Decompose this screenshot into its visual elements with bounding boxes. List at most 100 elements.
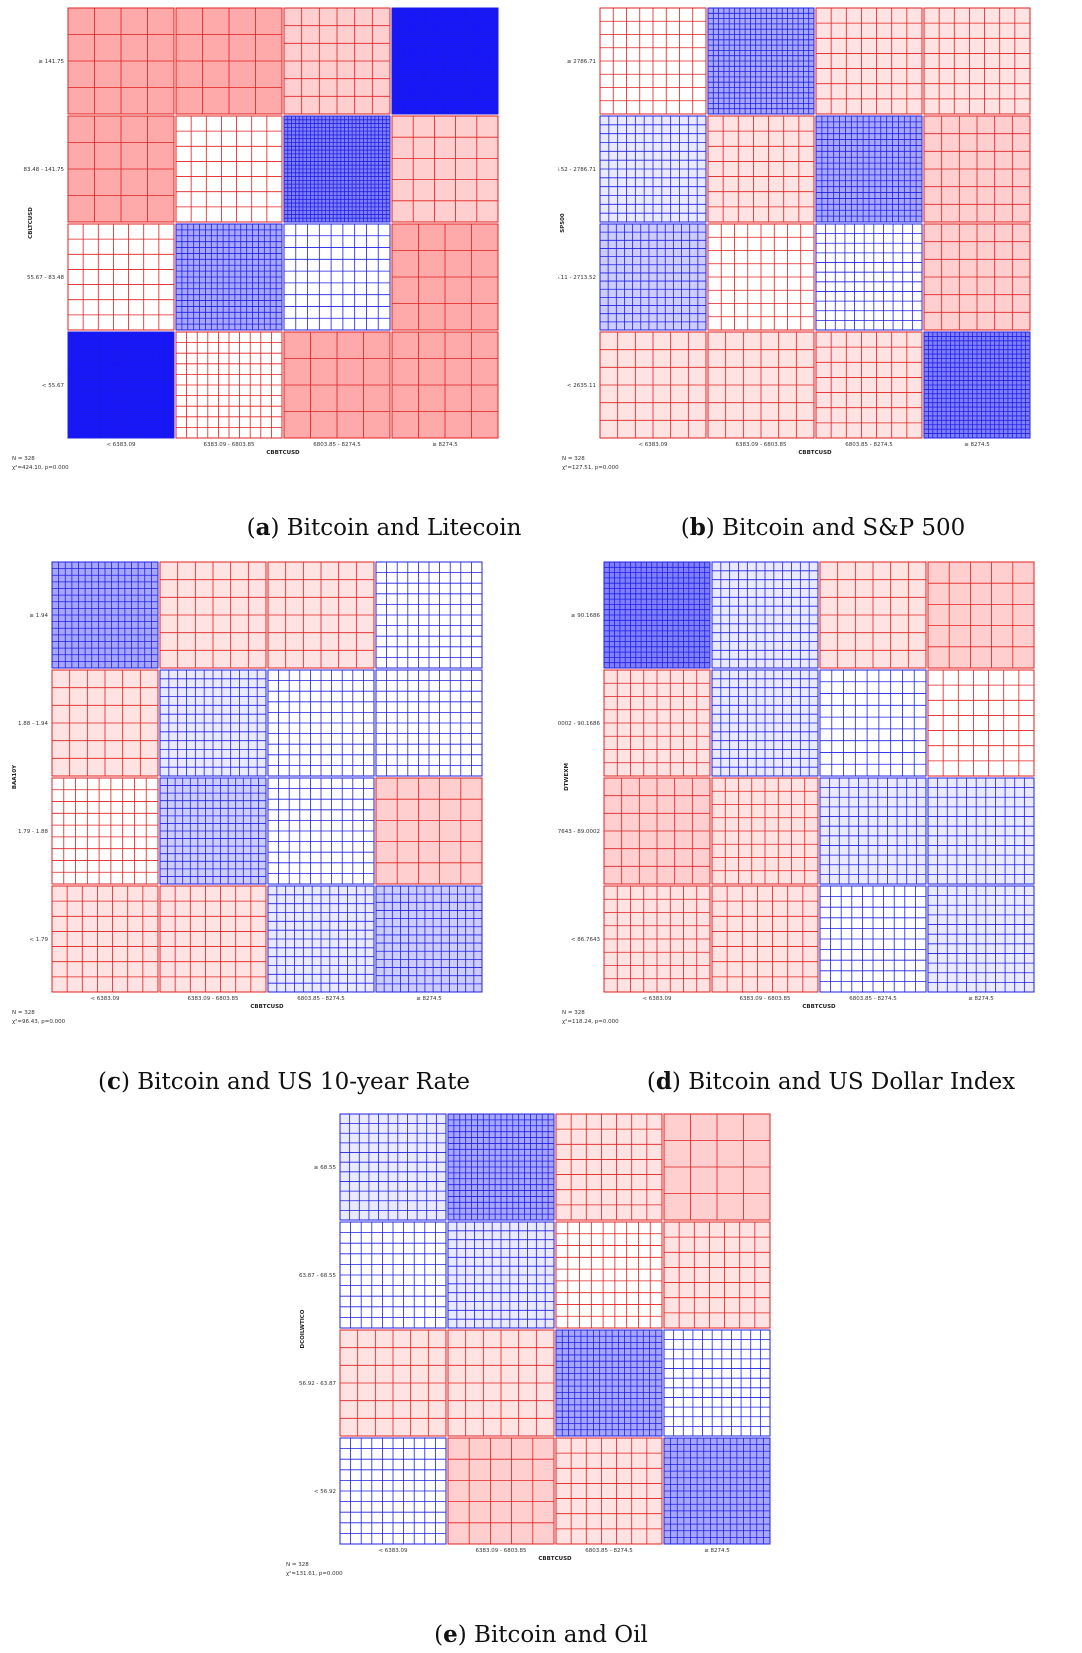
mosaic-cell xyxy=(663,1221,771,1329)
y-tick-label: 55.67 - 83.48 xyxy=(27,275,64,281)
mosaic-cell xyxy=(927,777,1035,885)
mosaic-cell-grid xyxy=(924,332,1030,438)
x-tick-label: 6383.09 - 6803.85 xyxy=(740,996,791,1002)
mosaic-cell-grid xyxy=(160,562,266,668)
sample-size-text: N = 328 xyxy=(12,1010,35,1016)
mosaic-cell-grid xyxy=(816,332,922,438)
mosaic-cell-grid xyxy=(556,1222,662,1328)
mosaic-cell-grid xyxy=(52,778,158,884)
caption-letter: b xyxy=(689,514,706,541)
mosaic-cell xyxy=(447,1221,555,1329)
mosaic-cell-grid xyxy=(816,8,922,114)
mosaic-cell-grid xyxy=(448,1222,554,1328)
mosaic-cell xyxy=(67,115,175,223)
mosaic-panel-d: ≥ 90.1686 89.0002 - 90.1686 86.7643 - 89.0… xyxy=(558,556,1082,1056)
mosaic-cell-grid xyxy=(928,562,1034,668)
mosaic-cell xyxy=(375,885,483,993)
mosaic-cell-rect xyxy=(927,561,1035,669)
mosaic-cell-grid xyxy=(600,116,706,222)
mosaic-cell xyxy=(599,331,707,439)
y-tick-label: 63.87 - 68.55 xyxy=(299,1273,336,1279)
mosaic-cell xyxy=(663,1437,771,1545)
mosaic-cell xyxy=(819,669,927,777)
mosaic-cell-rect xyxy=(927,669,1035,777)
y-tick-label: < 1.79 xyxy=(29,937,48,943)
y-tick-label: 2635.11 - 2713.52 xyxy=(558,275,596,281)
caption-c: (c) Bitcoin and US 10-year Rate xyxy=(97,1068,471,1095)
mosaic-cell-rect xyxy=(175,115,283,223)
y-tick-label: 56.92 - 63.87 xyxy=(299,1381,336,1387)
y-tick-label: < 2635.11 xyxy=(567,383,596,389)
mosaic-cell-rect xyxy=(447,1437,555,1545)
sample-size-text: N = 328 xyxy=(286,1562,309,1568)
mosaic-cell-grid xyxy=(376,778,482,884)
mosaic-svg: ≥ 2786.71 2713.52 - 2786.71 2635.11 - 2713… xyxy=(558,7,1031,471)
x-tick-label: < 6383.09 xyxy=(638,442,668,448)
mosaic-cell-grid xyxy=(176,332,282,438)
mosaic-cell-grid xyxy=(284,332,390,438)
x-tick-label: ≥ 8274.5 xyxy=(416,996,442,1002)
x-tick-label: 6803.85 - 8274.5 xyxy=(585,1548,633,1554)
mosaic-cell-grid xyxy=(340,1438,446,1544)
mosaic-cell xyxy=(707,223,815,331)
mosaic-cell xyxy=(923,7,1031,115)
mosaic-cell-grid xyxy=(820,562,926,668)
mosaic-cell-rect xyxy=(663,1221,771,1329)
x-axis-title: CBBTCUSD xyxy=(266,450,300,456)
x-tick-label: 6803.85 - 8274.5 xyxy=(845,442,893,448)
mosaic-cell-rect xyxy=(375,777,483,885)
mosaic-cell-grid xyxy=(816,116,922,222)
x-tick-label: ≥ 8274.5 xyxy=(704,1548,730,1554)
x-tick-label: ≥ 8274.5 xyxy=(968,996,994,1002)
y-axis-title: SP500 xyxy=(560,213,566,233)
chi-square-text: χ²=118.24, p=0.000 xyxy=(562,1018,619,1025)
y-tick-label: < 55.67 xyxy=(42,383,65,389)
mosaic-cell xyxy=(159,669,267,777)
chi-square-text: χ²=96.43, p=0.000 xyxy=(12,1018,66,1025)
mosaic-cell xyxy=(175,7,283,115)
y-tick-label: 89.0002 - 90.1686 xyxy=(558,721,600,727)
mosaic-cell-grid xyxy=(708,332,814,438)
mosaic-cell-grid xyxy=(160,886,266,992)
mosaic-cell-grid xyxy=(708,116,814,222)
mosaic-cell xyxy=(923,223,1031,331)
mosaic-cell-grid xyxy=(284,8,390,114)
mosaic-cell-grid xyxy=(928,670,1034,776)
mosaic-cell-grid xyxy=(604,778,710,884)
mosaic-cell xyxy=(447,1437,555,1545)
mosaic-cell xyxy=(815,7,923,115)
chi-square-text: χ²=127.51, p=0.000 xyxy=(562,464,619,471)
mosaic-cell xyxy=(447,1329,555,1437)
x-tick-label: < 6383.09 xyxy=(378,1548,408,1554)
mosaic-cell-grid xyxy=(68,8,174,114)
caption-b: (b) Bitcoin and S&P 500 xyxy=(680,514,966,541)
mosaic-cell xyxy=(51,669,159,777)
y-tick-label: 1.88 - 1.94 xyxy=(18,721,48,727)
mosaic-cell-grid xyxy=(376,886,482,992)
mosaic-cell-grid xyxy=(664,1114,770,1220)
mosaic-cell-grid xyxy=(664,1330,770,1436)
y-tick-label: 1.79 - 1.88 xyxy=(18,829,48,835)
mosaic-cell-grid xyxy=(600,332,706,438)
mosaic-cell xyxy=(927,561,1035,669)
mosaic-panel-a: ≥ 141.75 83.48 - 141.75 55.67 - 83.48 < 55.… xyxy=(8,0,522,500)
mosaic-cell-grid xyxy=(52,886,158,992)
mosaic-cell xyxy=(599,223,707,331)
y-tick-label: ≥ 90.1686 xyxy=(571,613,601,619)
mosaic-cell xyxy=(51,885,159,993)
mosaic-cell-grid xyxy=(176,8,282,114)
mosaic-cell-rect xyxy=(391,115,499,223)
mosaic-cell-grid xyxy=(600,224,706,330)
mosaic-cell-rect xyxy=(923,7,1031,115)
x-axis-title: CBBTCUSD xyxy=(250,1004,284,1010)
mosaic-cell-grid xyxy=(68,116,174,222)
mosaic-cell xyxy=(283,7,391,115)
mosaic-cell xyxy=(175,331,283,439)
x-tick-label: 6383.09 - 6803.85 xyxy=(476,1548,527,1554)
mosaic-cell-grid xyxy=(392,332,498,438)
mosaic-cell xyxy=(819,561,927,669)
mosaic-cell-grid xyxy=(340,1114,446,1220)
caption-d: (d) Bitcoin and US Dollar Index xyxy=(646,1068,1016,1095)
mosaic-cell-rect xyxy=(555,1329,663,1437)
mosaic-svg: ≥ 1.94 1.88 - 1.94 1.79 - 1.88 < 1.79 < 6383… xyxy=(12,561,483,1025)
